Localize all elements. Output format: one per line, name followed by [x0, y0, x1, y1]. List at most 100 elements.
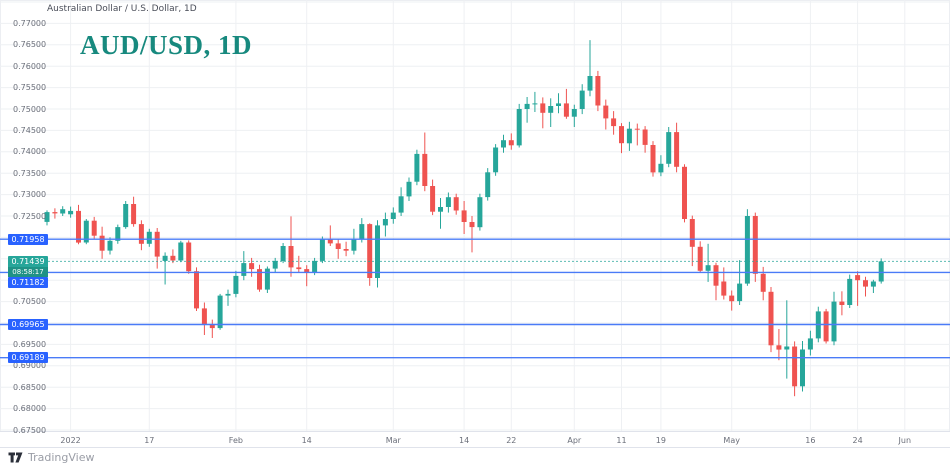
- candle[interactable]: [548, 98, 554, 127]
- candle[interactable]: [870, 279, 876, 293]
- candle[interactable]: [359, 218, 365, 243]
- candle[interactable]: [634, 123, 640, 146]
- candle[interactable]: [469, 216, 475, 253]
- candle[interactable]: [343, 241, 349, 257]
- tradingview-brand[interactable]: TradingView: [28, 451, 95, 464]
- candle[interactable]: [52, 208, 58, 219]
- candle[interactable]: [335, 239, 341, 259]
- candle[interactable]: [241, 251, 247, 281]
- price-line-label[interactable]: 0.71958: [8, 233, 48, 245]
- candle[interactable]: [249, 257, 255, 277]
- candle[interactable]: [792, 341, 798, 397]
- price-line-label[interactable]: 0.71182: [8, 277, 48, 289]
- candle[interactable]: [327, 225, 333, 246]
- candle[interactable]: [682, 164, 687, 223]
- candle[interactable]: [658, 155, 664, 177]
- candle[interactable]: [445, 192, 451, 213]
- candle[interactable]: [477, 193, 483, 231]
- candle[interactable]: [233, 270, 239, 298]
- candle[interactable]: [524, 97, 530, 123]
- candle[interactable]: [697, 241, 703, 273]
- candle[interactable]: [453, 193, 459, 215]
- candle[interactable]: [776, 329, 782, 361]
- candle[interactable]: [83, 219, 89, 245]
- candle[interactable]: [44, 210, 50, 226]
- candle[interactable]: [485, 168, 491, 201]
- candle[interactable]: [201, 302, 207, 336]
- candle[interactable]: [587, 40, 593, 97]
- candle[interactable]: [115, 224, 121, 244]
- candle[interactable]: [154, 228, 160, 269]
- candle[interactable]: [532, 91, 538, 112]
- candle[interactable]: [131, 196, 137, 227]
- candle[interactable]: [461, 201, 467, 234]
- candle[interactable]: [296, 255, 302, 273]
- candle[interactable]: [209, 319, 215, 338]
- candle[interactable]: [768, 287, 774, 353]
- candle[interactable]: [807, 330, 813, 356]
- candle[interactable]: [319, 236, 325, 264]
- candle[interactable]: [784, 300, 790, 379]
- time-scale[interactable]: 2022 17 Feb 14 Mar 14 22 Apr 11 19 May 16 24 Jun: [0, 431, 950, 448]
- candle[interactable]: [508, 133, 514, 150]
- candle[interactable]: [713, 262, 719, 301]
- candle[interactable]: [571, 104, 577, 127]
- candle[interactable]: [516, 103, 522, 148]
- candle[interactable]: [863, 276, 868, 297]
- candle[interactable]: [855, 271, 861, 306]
- candle[interactable]: [351, 228, 357, 255]
- candle[interactable]: [99, 226, 105, 259]
- symbol-title[interactable]: Australian Dollar / U.S. Dollar, 1D: [47, 4, 197, 14]
- candle[interactable]: [438, 198, 443, 229]
- candle[interactable]: [375, 220, 380, 288]
- candle[interactable]: [225, 289, 231, 306]
- candles-layer[interactable]: [44, 40, 884, 397]
- candle[interactable]: [650, 141, 656, 177]
- candle[interactable]: [737, 260, 743, 305]
- candle[interactable]: [619, 123, 624, 154]
- candle[interactable]: [304, 265, 310, 287]
- price-line-label[interactable]: 0.69189: [8, 352, 48, 364]
- tradingview-logo-icon[interactable]: [8, 452, 23, 463]
- candle[interactable]: [60, 206, 66, 216]
- candle[interactable]: [170, 249, 176, 264]
- candle[interactable]: [493, 144, 499, 176]
- candle[interactable]: [367, 223, 373, 286]
- candle[interactable]: [186, 240, 192, 274]
- candle[interactable]: [603, 99, 609, 130]
- candle[interactable]: [579, 84, 585, 115]
- candle[interactable]: [847, 274, 853, 308]
- candle[interactable]: [705, 243, 711, 282]
- candle[interactable]: [674, 122, 680, 173]
- candle[interactable]: [194, 267, 199, 311]
- candle[interactable]: [414, 149, 420, 186]
- candle[interactable]: [178, 240, 184, 263]
- candle[interactable]: [280, 243, 286, 264]
- candle[interactable]: [91, 216, 97, 240]
- candle[interactable]: [752, 212, 758, 282]
- candle[interactable]: [642, 126, 648, 153]
- candle[interactable]: [626, 121, 632, 151]
- candle[interactable]: [540, 97, 546, 129]
- candle[interactable]: [422, 132, 428, 192]
- price-scale[interactable]: 0.77000 0.76500 0.76000 0.75500 0.75000 0.745…: [0, 0, 50, 435]
- candle[interactable]: [123, 201, 129, 229]
- candle[interactable]: [107, 237, 113, 255]
- candle[interactable]: [839, 291, 845, 316]
- candle[interactable]: [406, 177, 412, 202]
- candle[interactable]: [430, 179, 436, 216]
- candle[interactable]: [257, 264, 262, 292]
- candle[interactable]: [666, 127, 672, 168]
- price-line-label[interactable]: 0.69965: [8, 319, 48, 330]
- candle[interactable]: [831, 291, 837, 346]
- candle[interactable]: [611, 111, 617, 135]
- candle[interactable]: [68, 206, 74, 218]
- candle[interactable]: [272, 257, 278, 273]
- candle[interactable]: [390, 207, 396, 224]
- candle[interactable]: [288, 216, 294, 277]
- candle[interactable]: [563, 88, 569, 119]
- candle[interactable]: [595, 70, 601, 112]
- candle[interactable]: [729, 290, 735, 311]
- candle[interactable]: [162, 252, 168, 285]
- candle[interactable]: [398, 187, 404, 216]
